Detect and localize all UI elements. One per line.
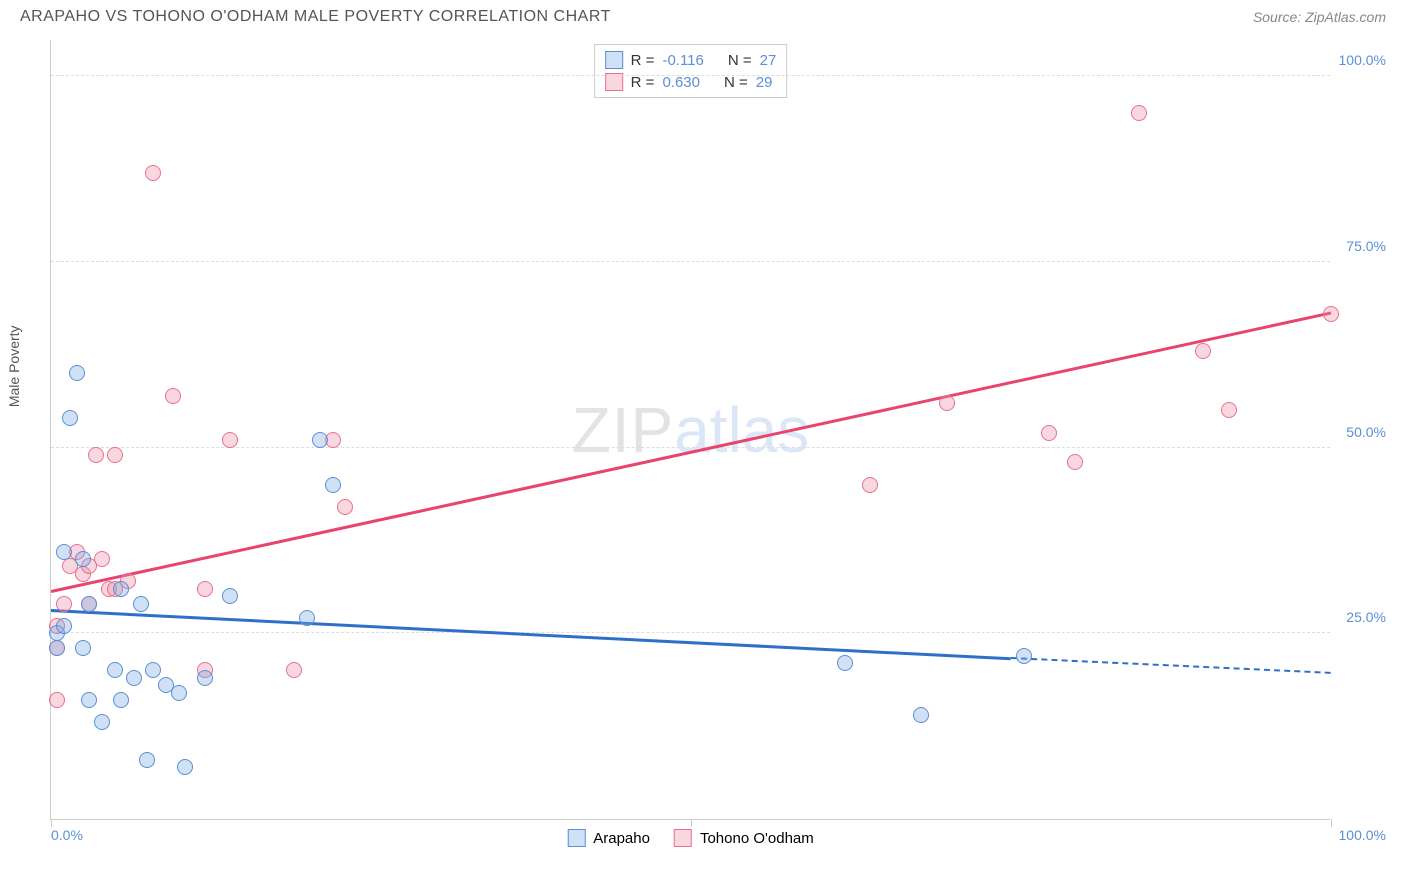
legend-swatch-tohono bbox=[674, 829, 692, 847]
x-tick bbox=[691, 819, 692, 827]
y-tick-label: 100.0% bbox=[1339, 52, 1386, 68]
x-tick bbox=[51, 819, 52, 827]
n-value-arapaho: 27 bbox=[760, 52, 777, 69]
scatter-point-arapaho bbox=[325, 477, 341, 493]
scatter-point-tohono bbox=[165, 388, 181, 404]
y-tick-label: 50.0% bbox=[1346, 424, 1386, 440]
scatter-point-arapaho bbox=[113, 581, 129, 597]
scatter-point-arapaho bbox=[69, 365, 85, 381]
scatter-point-arapaho bbox=[56, 544, 72, 560]
scatter-point-tohono bbox=[939, 395, 955, 411]
legend-label-tohono: Tohono O'odham bbox=[700, 830, 814, 847]
scatter-point-arapaho bbox=[94, 714, 110, 730]
scatter-point-arapaho bbox=[81, 596, 97, 612]
scatter-point-tohono bbox=[56, 596, 72, 612]
scatter-point-tohono bbox=[1041, 425, 1057, 441]
legend-item-tohono: Tohono O'odham bbox=[674, 829, 814, 847]
scatter-point-arapaho bbox=[177, 759, 193, 775]
scatter-point-tohono bbox=[1195, 343, 1211, 359]
scatter-point-arapaho bbox=[81, 692, 97, 708]
gridline bbox=[51, 261, 1330, 262]
scatter-point-arapaho bbox=[1016, 648, 1032, 664]
trend-line bbox=[51, 311, 1332, 592]
scatter-point-arapaho bbox=[913, 707, 929, 723]
scatter-point-tohono bbox=[1067, 454, 1083, 470]
scatter-point-arapaho bbox=[312, 432, 328, 448]
y-tick-label: 25.0% bbox=[1346, 609, 1386, 625]
source-label: Source: ZipAtlas.com bbox=[1253, 9, 1386, 25]
watermark-zip: ZIP bbox=[572, 394, 675, 466]
scatter-point-arapaho bbox=[837, 655, 853, 671]
scatter-point-arapaho bbox=[62, 410, 78, 426]
correlation-legend: R = -0.116 N = 27 R = 0.630 N = 29 bbox=[594, 44, 788, 98]
scatter-point-tohono bbox=[94, 551, 110, 567]
scatter-point-arapaho bbox=[299, 610, 315, 626]
chart-header: ARAPAHO VS TOHONO O'ODHAM MALE POVERTY C… bbox=[0, 0, 1406, 26]
scatter-point-tohono bbox=[862, 477, 878, 493]
scatter-point-arapaho bbox=[113, 692, 129, 708]
scatter-point-arapaho bbox=[75, 640, 91, 656]
scatter-point-arapaho bbox=[145, 662, 161, 678]
watermark: ZIPatlas bbox=[572, 393, 810, 467]
scatter-point-arapaho bbox=[126, 670, 142, 686]
scatter-point-arapaho bbox=[75, 551, 91, 567]
n-label: N = bbox=[728, 52, 752, 69]
chart-container: Male Poverty ZIPatlas R = -0.116 N = 27 … bbox=[50, 40, 1386, 840]
legend-item-arapaho: Arapaho bbox=[567, 829, 650, 847]
scatter-point-tohono bbox=[88, 447, 104, 463]
scatter-point-arapaho bbox=[56, 618, 72, 634]
plot-area: ZIPatlas R = -0.116 N = 27 R = 0.630 N =… bbox=[50, 40, 1330, 820]
legend-row-arapaho: R = -0.116 N = 27 bbox=[605, 49, 777, 71]
trend-line bbox=[51, 609, 1011, 660]
scatter-point-arapaho bbox=[107, 662, 123, 678]
gridline bbox=[51, 75, 1330, 76]
scatter-point-tohono bbox=[1221, 402, 1237, 418]
x-axis-min-label: 0.0% bbox=[51, 827, 83, 843]
scatter-point-arapaho bbox=[49, 640, 65, 656]
x-tick bbox=[1331, 819, 1332, 827]
scatter-point-arapaho bbox=[171, 685, 187, 701]
chart-title: ARAPAHO VS TOHONO O'ODHAM MALE POVERTY C… bbox=[20, 8, 611, 26]
scatter-point-tohono bbox=[197, 581, 213, 597]
scatter-point-tohono bbox=[337, 499, 353, 515]
x-axis-max-label: 100.0% bbox=[1339, 827, 1386, 843]
legend-label-arapaho: Arapaho bbox=[593, 830, 650, 847]
trend-line-extrapolated bbox=[1011, 657, 1331, 674]
scatter-point-tohono bbox=[107, 447, 123, 463]
scatter-point-tohono bbox=[1131, 105, 1147, 121]
y-axis-title: Male Poverty bbox=[6, 325, 22, 407]
scatter-point-tohono bbox=[286, 662, 302, 678]
r-value-arapaho: -0.116 bbox=[662, 52, 703, 69]
gridline bbox=[51, 447, 1330, 448]
series-legend: Arapaho Tohono O'odham bbox=[567, 829, 814, 847]
scatter-point-tohono bbox=[1323, 306, 1339, 322]
gridline bbox=[51, 632, 1330, 633]
r-label: R = bbox=[631, 52, 655, 69]
scatter-point-arapaho bbox=[139, 752, 155, 768]
scatter-point-tohono bbox=[49, 692, 65, 708]
legend-swatch-arapaho bbox=[567, 829, 585, 847]
scatter-point-tohono bbox=[222, 432, 238, 448]
scatter-point-arapaho bbox=[197, 670, 213, 686]
scatter-point-tohono bbox=[145, 165, 161, 181]
scatter-point-arapaho bbox=[133, 596, 149, 612]
y-tick-label: 75.0% bbox=[1346, 238, 1386, 254]
scatter-point-arapaho bbox=[222, 588, 238, 604]
legend-swatch-arapaho bbox=[605, 51, 623, 69]
